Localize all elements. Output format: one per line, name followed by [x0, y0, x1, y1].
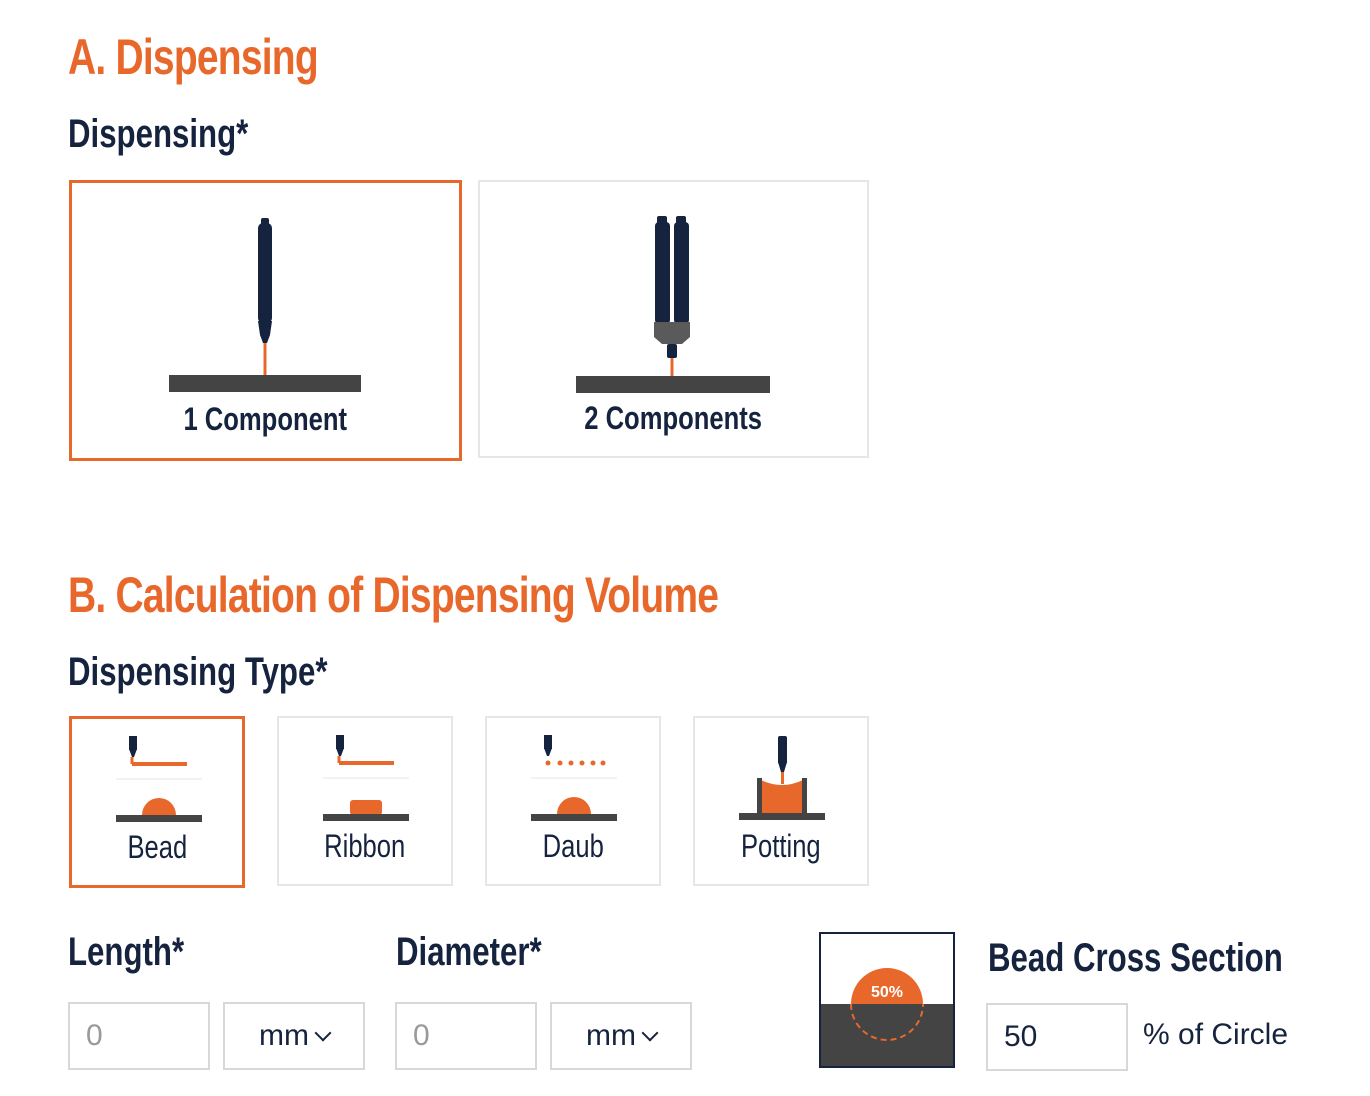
type-bead[interactable]: Bead	[69, 716, 245, 888]
type-potting[interactable]: Potting	[693, 716, 869, 886]
length-unit-select[interactable]: mm	[223, 1002, 365, 1070]
length-input[interactable]	[68, 1002, 210, 1070]
dispensing-type-label: Dispensing Type*	[68, 650, 328, 694]
percent-badge: 50%	[870, 984, 904, 1001]
potting-icon	[739, 736, 825, 820]
daub-icon	[531, 735, 617, 821]
option-2-components[interactable]: 2 Components	[478, 180, 869, 458]
length-unit-value: mm	[259, 1019, 309, 1052]
chevron-down-icon	[314, 1024, 332, 1042]
ribbon-icon	[323, 735, 409, 821]
type-label: Ribbon	[324, 828, 406, 864]
bead-icon	[116, 736, 202, 822]
length-label: Length*	[68, 930, 185, 974]
type-ribbon[interactable]: Ribbon	[277, 716, 453, 886]
cross-section-unit: % of Circle	[1143, 1018, 1289, 1051]
section-a-title: A. Dispensing	[68, 29, 319, 85]
chevron-down-icon	[641, 1024, 659, 1042]
cross-section-input[interactable]	[986, 1003, 1128, 1071]
diameter-label: Diameter*	[396, 930, 542, 974]
diameter-unit-select[interactable]: mm	[550, 1002, 692, 1070]
dual-syringe-icon	[576, 216, 770, 393]
single-syringe-icon	[169, 218, 361, 392]
type-daub[interactable]: Daub	[485, 716, 661, 886]
type-label: Bead	[127, 829, 187, 865]
option-label: 1 Component	[183, 401, 348, 437]
type-label: Daub	[542, 828, 604, 864]
bead-cross-section-label: Bead Cross Section	[988, 936, 1283, 980]
option-label: 2 Components	[584, 400, 763, 436]
diameter-input[interactable]	[395, 1002, 537, 1070]
cross-section-diagram: 50%	[819, 932, 955, 1068]
option-1-component[interactable]: 1 Component	[69, 180, 462, 461]
section-b-title: B. Calculation of Dispensing Volume	[68, 567, 719, 623]
type-label: Potting	[741, 828, 821, 864]
dispensing-label: Dispensing*	[68, 112, 249, 156]
diameter-unit-value: mm	[586, 1019, 636, 1052]
